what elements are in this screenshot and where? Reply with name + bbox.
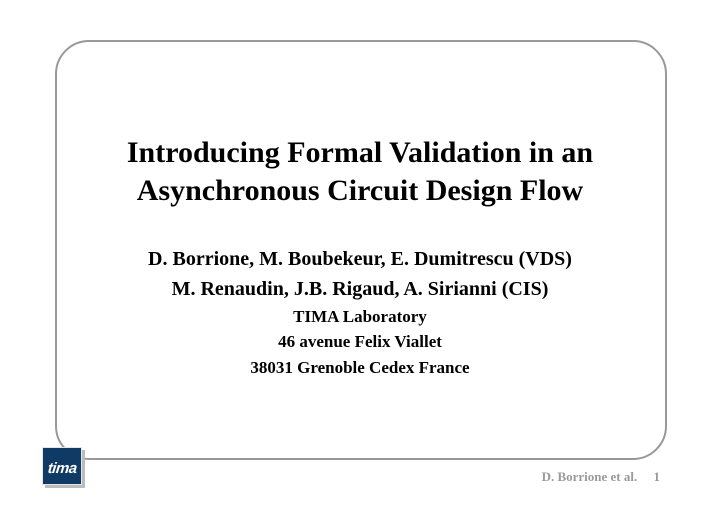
slide-title: Introducing Formal Validation in an Asyn…: [0, 134, 720, 209]
logo-face: tima: [42, 447, 82, 485]
slide-content: Introducing Formal Validation in an Asyn…: [0, 0, 720, 509]
authors-line-1: D. Borrione, M. Boubekeur, E. Dumitrescu…: [0, 248, 720, 271]
title-line-2: Asynchronous Circuit Design Flow: [0, 172, 720, 210]
slide-footer: D. Borrione et al. 1: [542, 469, 660, 485]
authors-line-2: M. Renaudin, J.B. Rigaud, A. Sirianni (C…: [0, 278, 720, 301]
title-line-1: Introducing Formal Validation in an: [0, 134, 720, 172]
footer-page-number: 1: [654, 469, 661, 484]
affiliation-lab: TIMA Laboratory: [0, 307, 720, 327]
affiliation-address: 46 avenue Felix Viallet: [0, 332, 720, 352]
tima-logo: tima: [42, 447, 82, 485]
footer-author: D. Borrione et al.: [542, 469, 638, 484]
affiliation-city: 38031 Grenoble Cedex France: [0, 358, 720, 378]
logo-text: tima: [46, 460, 77, 477]
